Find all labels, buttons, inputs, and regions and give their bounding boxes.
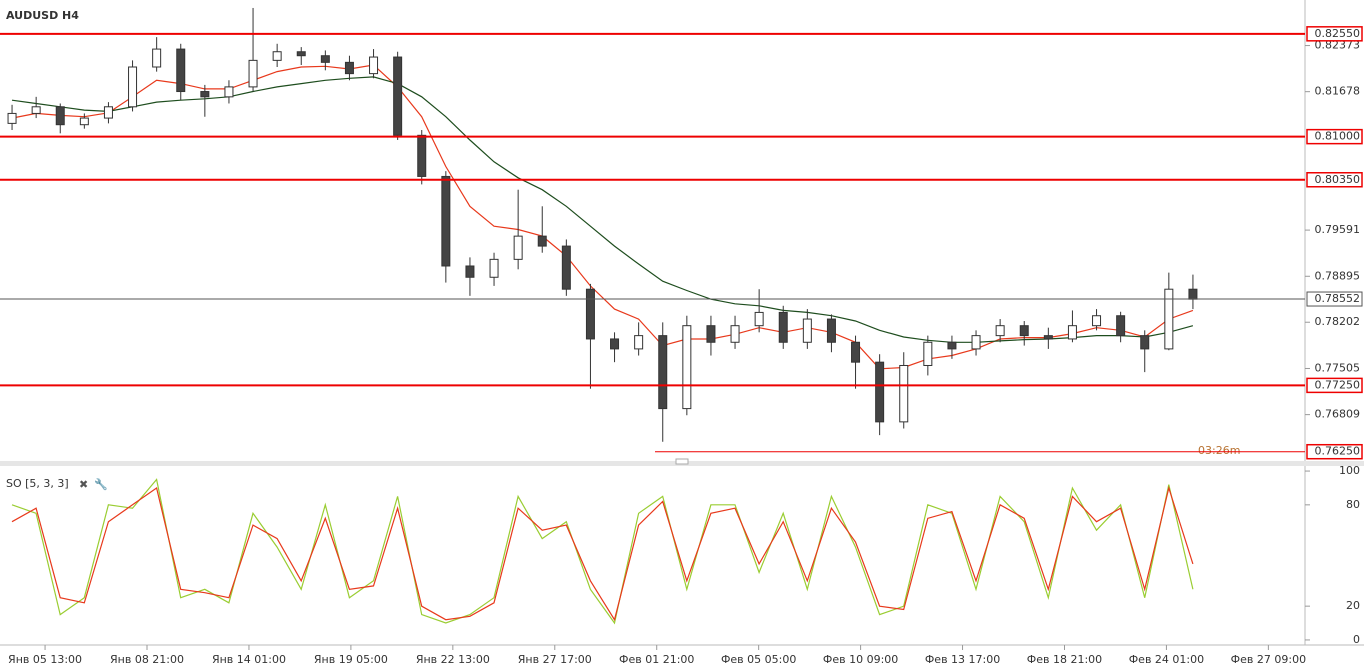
y-tick-label: 80 [1346,498,1360,511]
settings-icon[interactable]: 🔧 [94,477,108,491]
level-label: 0.76250 [1315,445,1361,458]
level-label-box [1306,172,1363,188]
candle-body [7,112,17,124]
resize-handle[interactable] [675,458,689,465]
candle-body [441,175,451,267]
current-price-label: 0.78552 [1315,292,1361,305]
candle-body [826,318,836,343]
line-series [11,485,1194,622]
candle-body [513,235,523,260]
candle-body [802,318,812,343]
candle-body [465,265,475,278]
y-tick-label: 0.76809 [1315,408,1361,421]
candle-body [417,134,427,177]
candle-body [899,364,909,423]
candle-body [706,325,716,343]
candle-body [369,56,379,75]
candle-body [1140,335,1150,350]
candle-body [344,61,354,75]
candle-body [1067,325,1077,340]
x-tick-label: Фев 10 09:00 [823,653,898,666]
level-label: 0.80350 [1315,173,1361,186]
candle-body [103,106,113,119]
candle-body [585,288,595,340]
candle-body [875,361,885,423]
candle-body [31,106,41,114]
chart-title: AUDUSD H4 [6,9,79,22]
level-label-box [1306,443,1363,460]
candle-body [128,66,138,108]
candle-body [658,335,668,410]
line-series [11,478,1194,625]
candle-body [1116,315,1126,337]
candle-body [200,91,210,98]
candle-body [224,86,234,98]
candle-body [682,325,692,410]
candle-body [1164,288,1174,350]
y-tick-label: 0.77505 [1315,361,1361,374]
candle-body [489,258,499,278]
candle-body [1092,315,1102,327]
y-tick-label: 0.79591 [1315,223,1361,236]
candle-body [296,51,306,57]
y-tick-label: 20 [1346,599,1360,612]
x-tick-label: Фев 01 21:00 [619,653,694,666]
candle-body [923,341,933,366]
candle-body [1043,335,1053,340]
candle-body [730,325,740,343]
candle-body [537,235,547,247]
candle-body [248,59,258,88]
level-label-box [1306,377,1363,394]
y-tick-label: 0 [1353,633,1360,646]
x-tick-label: Фев 27 09:00 [1231,653,1306,666]
x-tick-label: Янв 19 05:00 [314,653,388,666]
x-tick-label: Фев 05 05:00 [721,653,796,666]
timer: 03:26m [1198,444,1240,457]
candle-body [320,55,330,63]
level-label-box [1306,26,1363,42]
level-label: 0.77250 [1315,378,1361,391]
candle-body [561,245,571,290]
candle-body [778,311,788,343]
x-tick-label: Янв 05 13:00 [8,653,82,666]
x-tick-label: Янв 14 01:00 [212,653,286,666]
candle-body [634,335,644,350]
current-price-box [1306,291,1363,307]
x-tick-label: Фев 24 01:00 [1129,653,1204,666]
y-tick-label: 0.78202 [1315,315,1361,328]
x-tick-label: Янв 22 13:00 [416,653,490,666]
candle-body [947,341,957,350]
level-label: 0.82550 [1315,27,1361,40]
level-label: 0.81000 [1315,130,1361,143]
candle-body [1019,325,1029,337]
candle-body [176,48,186,93]
y-tick-label: 0.78895 [1315,269,1361,282]
candle-body [152,48,162,68]
candle-body [851,341,861,363]
x-tick-label: Фев 13 17:00 [925,653,1000,666]
candle-body [55,106,65,126]
y-tick-label: 0.82373 [1315,39,1361,52]
y-tick-label: 0.81678 [1315,85,1361,98]
candle-body [754,311,764,327]
candle-body [79,117,89,126]
close-icon[interactable]: ✖ [79,478,88,491]
candle-body [610,338,620,350]
x-tick-label: Янв 08 21:00 [110,653,184,666]
y-tick-label: 100 [1339,464,1360,477]
level-label-box [1306,128,1363,145]
candle-body [393,56,403,136]
x-tick-label: Фев 18 21:00 [1027,653,1102,666]
candle-body [971,335,981,350]
candle-body [1188,288,1198,300]
candle-body [272,51,282,61]
indicator-title: SO [5, 3, 3] [6,477,69,490]
candle-body [995,325,1005,337]
x-tick-label: Янв 27 17:00 [518,653,592,666]
line-series [11,76,1194,343]
